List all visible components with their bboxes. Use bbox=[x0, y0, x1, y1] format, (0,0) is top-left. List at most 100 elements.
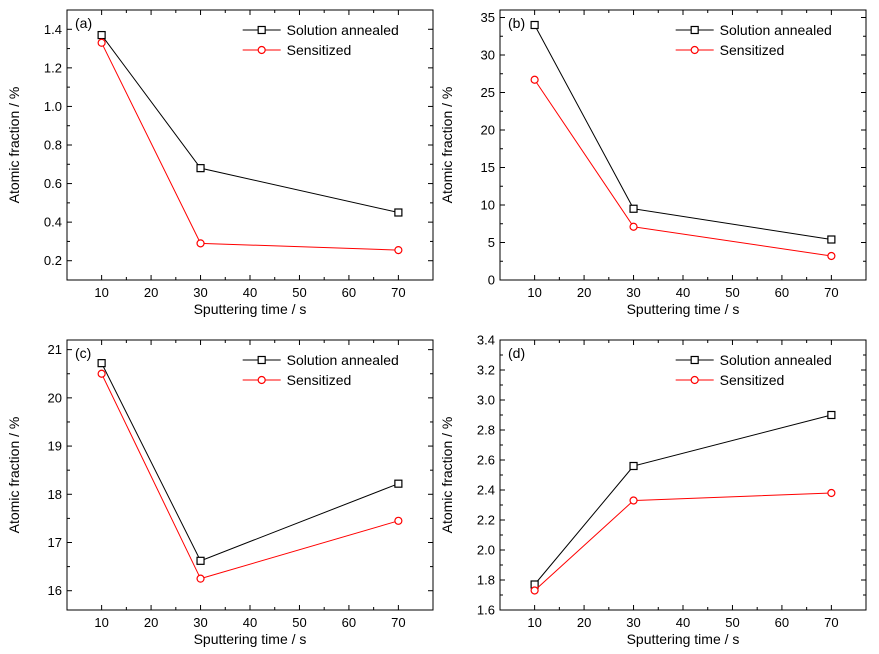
y-tick-label: 2.2 bbox=[477, 513, 495, 528]
legend-marker-square bbox=[690, 25, 699, 35]
x-axis-title: Sputtering time / s bbox=[627, 631, 740, 647]
series-line bbox=[101, 373, 399, 580]
y-tick-label: 3.4 bbox=[477, 333, 495, 348]
y-tick-label: 0.6 bbox=[44, 176, 62, 191]
data-point-square bbox=[394, 479, 403, 488]
x-tick-label: 50 bbox=[725, 615, 739, 630]
series-sensitized bbox=[97, 38, 403, 255]
y-tick-label: 1.8 bbox=[477, 573, 495, 588]
y-tick-label: 1.4 bbox=[44, 22, 62, 37]
x-tick-label: 50 bbox=[292, 285, 306, 300]
x-tick-label: 60 bbox=[775, 615, 789, 630]
data-point-circle bbox=[196, 574, 205, 583]
legend-label: Sensitized bbox=[287, 42, 352, 58]
data-point-circle bbox=[97, 38, 106, 47]
y-tick-label: 21 bbox=[48, 342, 62, 357]
y-tick-label: 1.0 bbox=[44, 99, 62, 114]
y-tick-label: 5 bbox=[488, 235, 495, 250]
legend-item: Sensitized bbox=[675, 42, 784, 58]
x-axis-title: Sputtering time / s bbox=[194, 301, 307, 317]
x-tick-label: 40 bbox=[243, 285, 257, 300]
panel-label: (c) bbox=[75, 345, 91, 361]
legend-label: Solution annealed bbox=[720, 22, 832, 38]
x-tick-label: 70 bbox=[391, 285, 405, 300]
legend-item: Solution annealed bbox=[242, 352, 399, 368]
series-line bbox=[534, 414, 832, 585]
series-line bbox=[534, 79, 832, 257]
legend-marker-square bbox=[257, 25, 266, 35]
x-tick-label: 30 bbox=[193, 615, 207, 630]
x-tick-label: 30 bbox=[626, 615, 640, 630]
y-tick-label: 30 bbox=[481, 48, 495, 63]
panel-label: (a) bbox=[75, 15, 92, 31]
data-point-circle bbox=[827, 488, 836, 498]
x-tick-label: 70 bbox=[391, 615, 405, 630]
x-tick-label: 70 bbox=[824, 285, 838, 300]
x-tick-label: 50 bbox=[725, 285, 739, 300]
y-tick-label: 2.0 bbox=[477, 543, 495, 558]
legend-marker-square bbox=[257, 355, 266, 365]
x-tick-label: 20 bbox=[144, 615, 158, 630]
x-tick-label: 60 bbox=[342, 615, 356, 630]
x-tick-label: 10 bbox=[94, 615, 108, 630]
y-tick-label: 18 bbox=[48, 487, 62, 502]
data-point-circle bbox=[394, 516, 403, 525]
series-line bbox=[101, 34, 399, 213]
data-point-square bbox=[827, 235, 836, 244]
data-point-circle bbox=[629, 222, 638, 231]
data-point-circle bbox=[530, 586, 539, 595]
y-tick-label: 2.4 bbox=[477, 483, 495, 498]
y-tick-label: 20 bbox=[481, 123, 495, 138]
x-tick-label: 20 bbox=[144, 285, 158, 300]
y-tick-label: 15 bbox=[481, 160, 495, 175]
y-tick-label: 35 bbox=[481, 10, 495, 25]
y-tick-label: 20 bbox=[48, 390, 62, 405]
y-tick-label: 0 bbox=[488, 273, 495, 288]
y-axis-title: Atomic fraction / % bbox=[6, 417, 22, 534]
x-tick-label: 20 bbox=[577, 285, 591, 300]
y-tick-label: 19 bbox=[48, 439, 62, 454]
legend-marker-circle bbox=[257, 45, 266, 55]
legend-item: Sensitized bbox=[242, 42, 352, 58]
y-axis-title: Atomic fraction / % bbox=[439, 87, 455, 204]
y-tick-label: 0.8 bbox=[44, 138, 62, 153]
y-axis-title: Atomic fraction / % bbox=[6, 87, 22, 204]
y-tick-label: 1.2 bbox=[44, 60, 62, 75]
data-point-circle bbox=[97, 369, 106, 378]
y-tick-label: 25 bbox=[481, 85, 495, 100]
data-point-circle bbox=[629, 496, 638, 505]
x-tick-label: 30 bbox=[626, 285, 640, 300]
legend-marker-circle bbox=[690, 45, 699, 55]
x-tick-label: 30 bbox=[193, 285, 207, 300]
data-point-square bbox=[629, 204, 638, 213]
data-point-circle bbox=[196, 239, 205, 248]
data-point-circle bbox=[827, 251, 836, 261]
data-point-circle bbox=[394, 246, 403, 255]
legend-marker-square bbox=[690, 355, 699, 365]
legend-item: Solution annealed bbox=[242, 22, 399, 38]
panel-label: (b) bbox=[508, 15, 525, 31]
panel-label: (d) bbox=[508, 345, 525, 361]
legend-marker-circle bbox=[690, 375, 699, 385]
legend-label: Sensitized bbox=[287, 372, 352, 388]
x-tick-label: 10 bbox=[527, 285, 541, 300]
data-point-square bbox=[196, 164, 205, 173]
series-line bbox=[534, 492, 832, 591]
x-tick-label: 20 bbox=[577, 615, 591, 630]
legend-label: Solution annealed bbox=[287, 22, 399, 38]
x-tick-label: 40 bbox=[676, 615, 690, 630]
data-point-square bbox=[530, 20, 539, 30]
series-line bbox=[101, 42, 399, 251]
y-tick-label: 2.6 bbox=[477, 453, 495, 468]
chart-panel-d: 10 20 30 40 50 60 70 1.6 1.8 2.0 2.2 2.4 2.6 2.8 3.0 3.… bbox=[439, 333, 867, 647]
legend-item: Sensitized bbox=[675, 372, 784, 388]
chart-panel-c: 10 20 30 40 50 60 70 16 17 18 19 20 21 Sputtering tim… bbox=[6, 339, 434, 647]
x-tick-label: 60 bbox=[775, 285, 789, 300]
y-tick-label: 2.8 bbox=[477, 423, 495, 438]
y-axis-title: Atomic fraction / % bbox=[439, 417, 455, 534]
data-point-square bbox=[629, 461, 638, 471]
series-line bbox=[534, 24, 832, 240]
data-point-square bbox=[97, 30, 106, 40]
legend-item: Solution annealed bbox=[675, 22, 832, 38]
